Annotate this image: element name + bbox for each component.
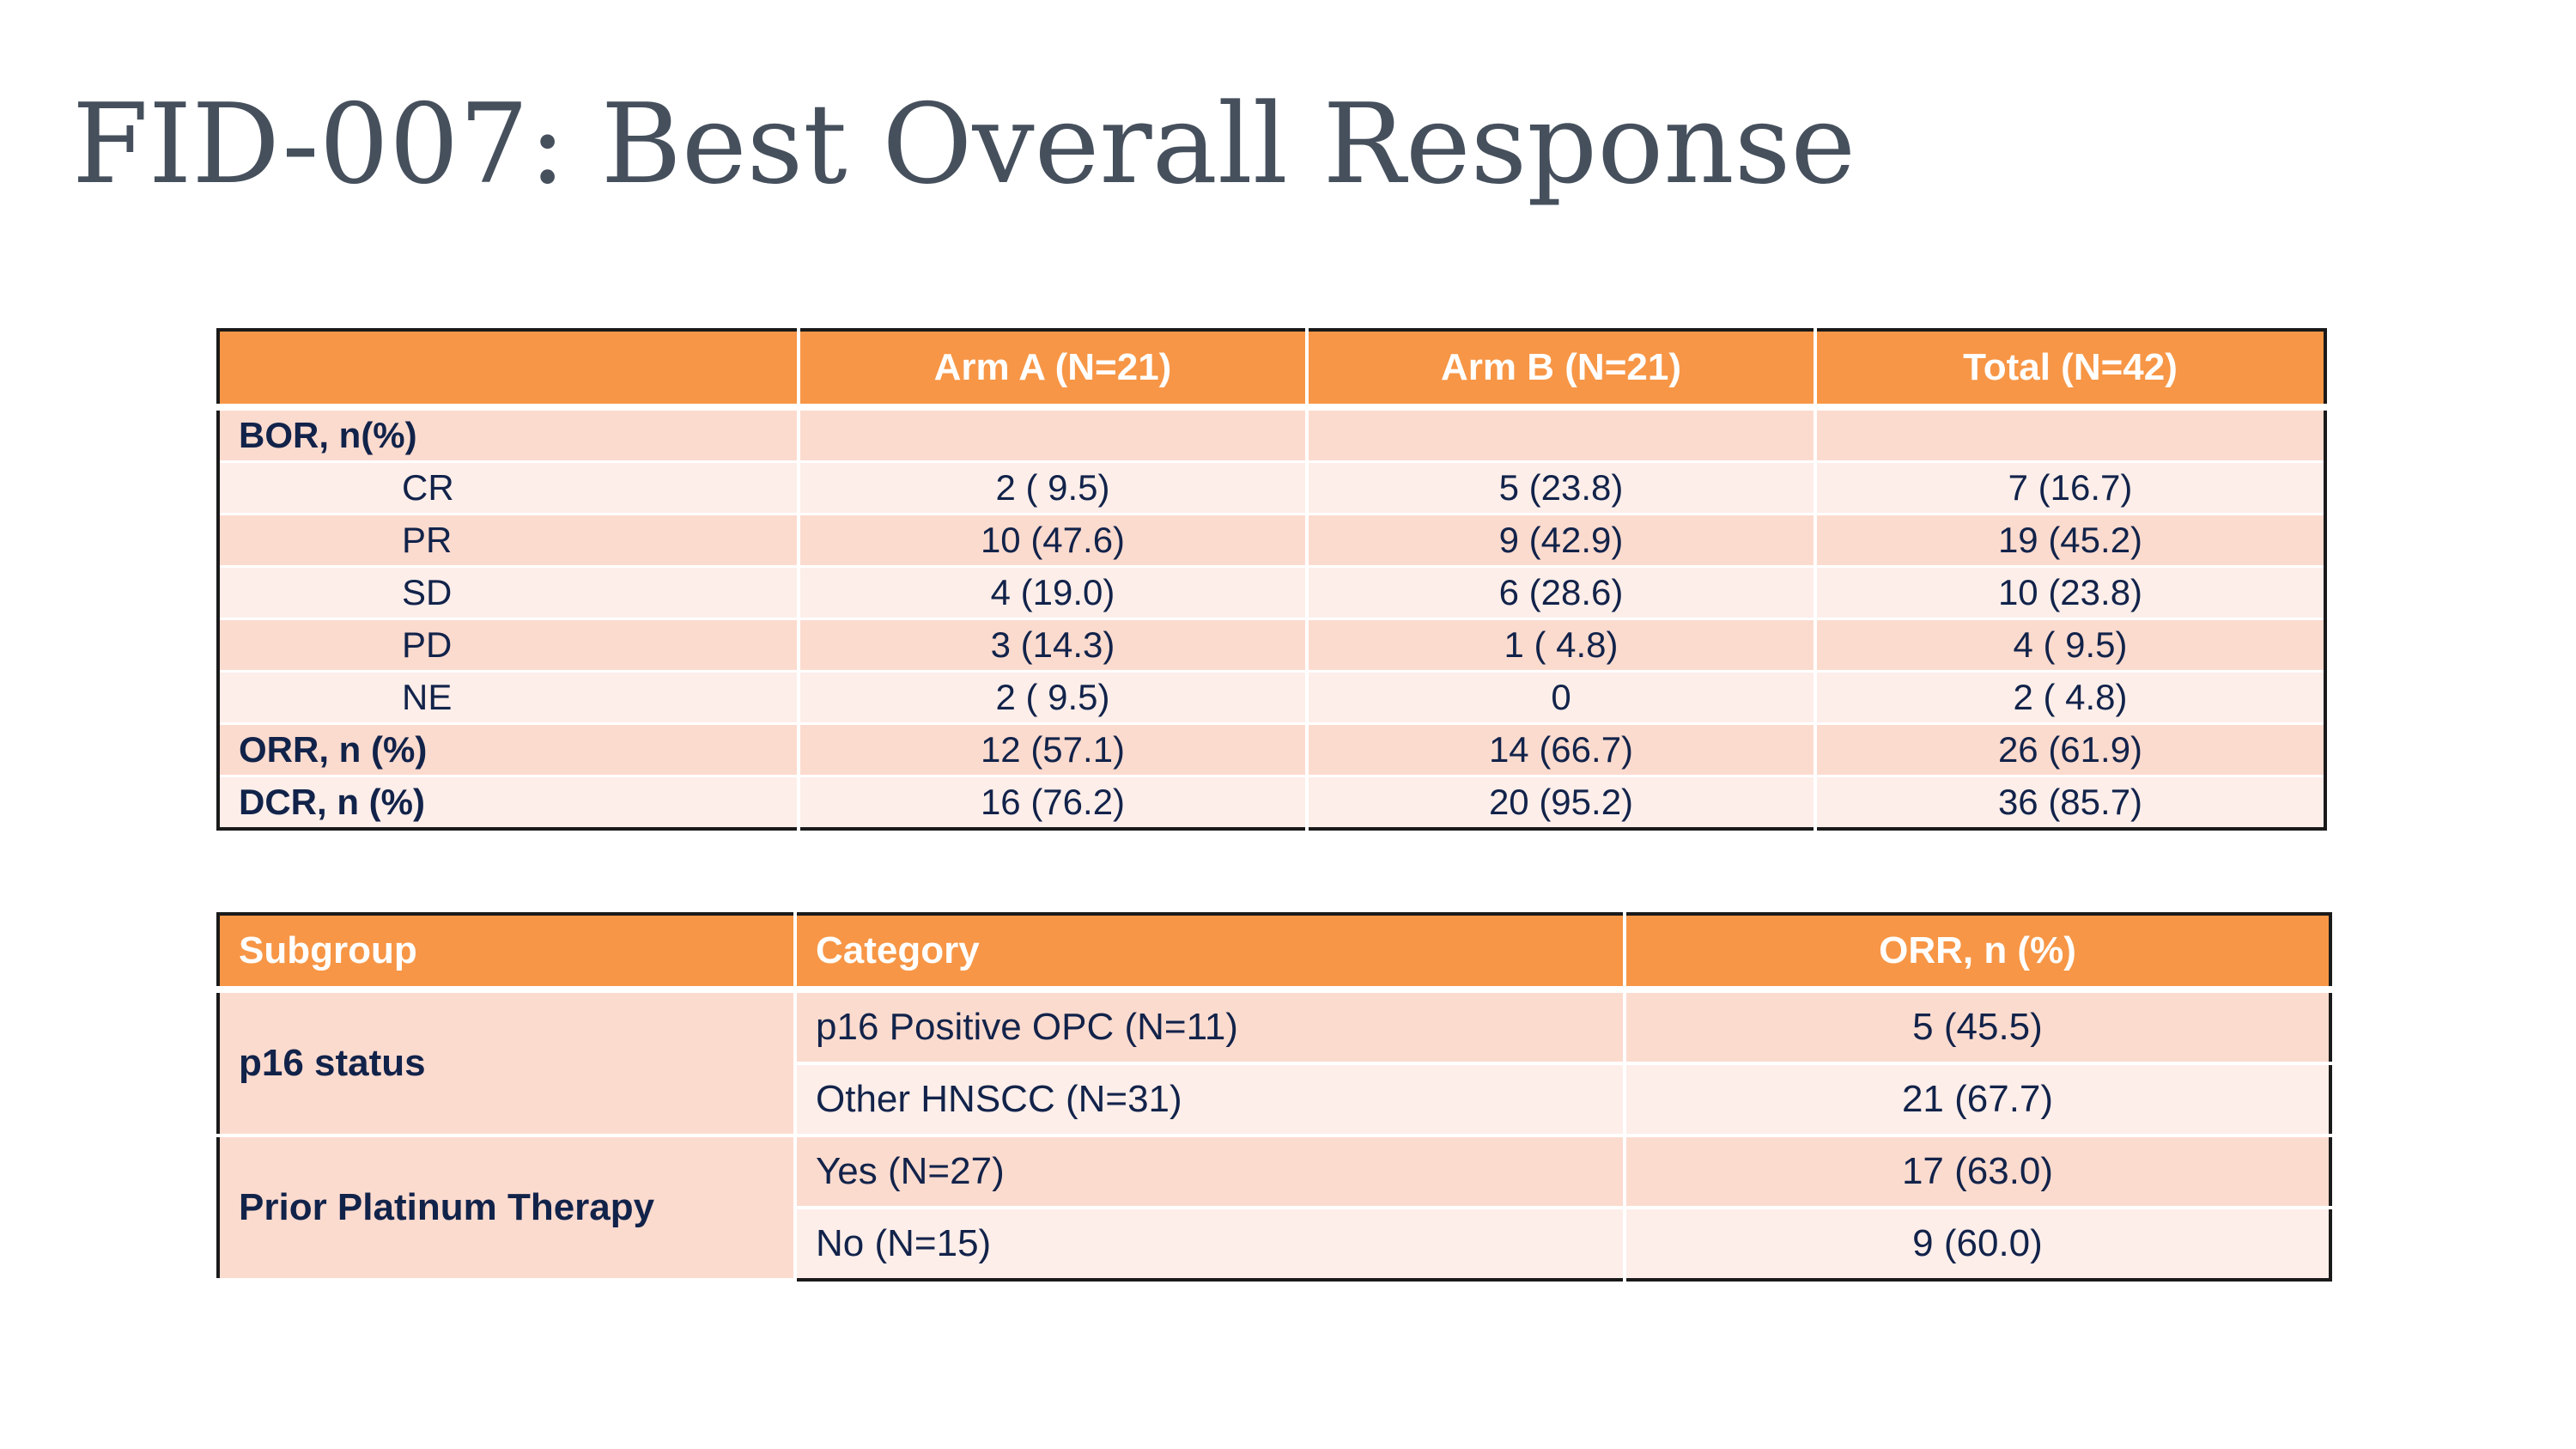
- subgroup-name: Prior Platinum Therapy: [218, 1135, 797, 1282]
- arm-b-value: 14 (66.7): [1307, 723, 1817, 777]
- arm-b-value: 0: [1307, 671, 1817, 725]
- table-row: SD 4 (19.0) 6 (28.6) 10 (23.8): [218, 566, 2325, 620]
- arm-b-value: [1307, 407, 1817, 463]
- category-header: Category: [795, 914, 1626, 993]
- category-cell: Other HNSCC (N=31): [795, 1063, 1626, 1137]
- total-value: 26 (61.9): [1815, 723, 2325, 777]
- table-row: Prior Platinum Therapy Yes (N=27) 17 (63…: [218, 1135, 2330, 1282]
- row-label: PD: [218, 618, 800, 673]
- row-label: NE: [218, 671, 800, 725]
- arm-a-value: 2 ( 9.5): [799, 671, 1309, 725]
- table-row: PD 3 (14.3) 1 ( 4.8) 4 ( 9.5): [218, 618, 2325, 673]
- row-label: PR: [218, 514, 800, 568]
- arm-a-value: 2 ( 9.5): [799, 461, 1309, 515]
- bor-header-arm-a: Arm A (N=21): [799, 330, 1309, 411]
- bor-table: Arm A (N=21) Arm B (N=21) Total (N=42) B…: [216, 328, 2327, 831]
- orr-cell: 9 (60.0): [1625, 1208, 2330, 1280]
- total-value: 4 ( 9.5): [1815, 618, 2325, 673]
- arm-a-value: 12 (57.1): [799, 723, 1309, 777]
- subgroup-name: p16 status: [218, 989, 797, 1137]
- subgroup-header: Subgroup: [218, 914, 797, 993]
- bor-header-total: Total (N=42): [1815, 330, 2325, 411]
- arm-a-value: 10 (47.6): [799, 514, 1309, 568]
- subgroup-table: Subgroup Category ORR, n (%) p16 status …: [216, 912, 2332, 1282]
- arm-b-value: 9 (42.9): [1307, 514, 1817, 568]
- orr-header: ORR, n (%): [1625, 914, 2330, 993]
- row-label: ORR, n (%): [218, 723, 800, 777]
- bor-header-arm-b: Arm B (N=21): [1307, 330, 1817, 411]
- total-value: 19 (45.2): [1815, 514, 2325, 568]
- arm-b-value: 6 (28.6): [1307, 566, 1817, 620]
- table-row: NE 2 ( 9.5) 0 2 ( 4.8): [218, 671, 2325, 725]
- bor-header-label: [218, 330, 800, 411]
- arm-a-value: 3 (14.3): [799, 618, 1309, 673]
- arm-a-value: 4 (19.0): [799, 566, 1309, 620]
- table-row: BOR, n(%): [218, 407, 2325, 463]
- subgroup-header-row: Subgroup Category ORR, n (%): [218, 914, 2330, 993]
- category-cell: Yes (N=27): [795, 1135, 1626, 1209]
- row-label: BOR, n(%): [218, 407, 800, 463]
- table-row: Other HNSCC (N=31) 21 (67.7): [218, 1063, 2330, 1137]
- row-label: CR: [218, 461, 800, 515]
- table-row: p16 status p16 Positive OPC (N=11) 5 (45…: [218, 989, 2330, 1137]
- total-value: [1815, 407, 2325, 463]
- arm-b-value: 20 (95.2): [1307, 776, 1817, 829]
- arm-a-value: 16 (76.2): [799, 776, 1309, 829]
- total-value: 36 (85.7): [1815, 776, 2325, 829]
- arm-a-value: [799, 407, 1309, 463]
- table-row: No (N=15) 9 (60.0): [218, 1208, 2330, 1280]
- table-row: ORR, n (%) 12 (57.1) 14 (66.7) 26 (61.9): [218, 723, 2325, 777]
- arm-b-value: 1 ( 4.8): [1307, 618, 1817, 673]
- total-value: 7 (16.7): [1815, 461, 2325, 515]
- orr-cell: 5 (45.5): [1625, 989, 2330, 1065]
- orr-cell: 17 (63.0): [1625, 1135, 2330, 1209]
- total-value: 10 (23.8): [1815, 566, 2325, 620]
- bor-header-row: Arm A (N=21) Arm B (N=21) Total (N=42): [218, 330, 2325, 411]
- category-cell: No (N=15): [795, 1208, 1626, 1280]
- row-label: SD: [218, 566, 800, 620]
- category-cell: p16 Positive OPC (N=11): [795, 989, 1626, 1065]
- slide-title: FID-007: Best Overall Response: [72, 81, 1856, 209]
- table-row: CR 2 ( 9.5) 5 (23.8) 7 (16.7): [218, 461, 2325, 515]
- table-row: DCR, n (%) 16 (76.2) 20 (95.2) 36 (85.7): [218, 776, 2325, 829]
- total-value: 2 ( 4.8): [1815, 671, 2325, 725]
- arm-b-value: 5 (23.8): [1307, 461, 1817, 515]
- table-row: PR 10 (47.6) 9 (42.9) 19 (45.2): [218, 514, 2325, 568]
- orr-cell: 21 (67.7): [1625, 1063, 2330, 1137]
- row-label: DCR, n (%): [218, 776, 800, 829]
